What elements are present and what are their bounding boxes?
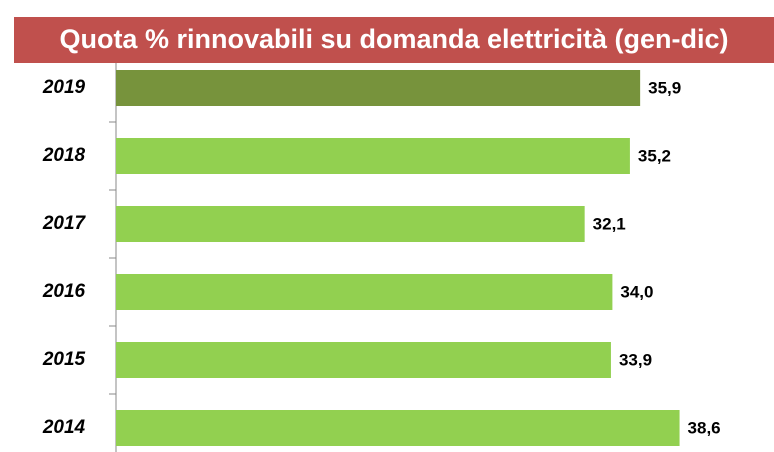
value-label: 35,2 bbox=[638, 146, 671, 165]
y-tick-label: 2016 bbox=[42, 281, 86, 302]
y-tick-label: 2014 bbox=[42, 417, 86, 438]
y-tick-label: 2017 bbox=[42, 213, 87, 234]
y-tick-label: 2019 bbox=[42, 77, 86, 98]
bar bbox=[116, 206, 585, 242]
value-label: 34,0 bbox=[620, 282, 653, 301]
chart-title: Quota % rinnovabili su domanda elettrici… bbox=[59, 24, 728, 54]
bar bbox=[116, 342, 611, 378]
bar bbox=[116, 70, 641, 106]
value-label: 33,9 bbox=[619, 350, 652, 369]
value-label: 35,9 bbox=[648, 78, 681, 97]
y-tick-label: 2015 bbox=[42, 349, 86, 370]
y-tick-label: 2018 bbox=[42, 145, 86, 166]
value-label: 32,1 bbox=[593, 214, 626, 233]
bar bbox=[116, 274, 613, 310]
title-banner bbox=[14, 17, 774, 63]
value-label: 38,6 bbox=[688, 418, 721, 437]
bar bbox=[116, 410, 680, 446]
bar bbox=[116, 138, 630, 174]
